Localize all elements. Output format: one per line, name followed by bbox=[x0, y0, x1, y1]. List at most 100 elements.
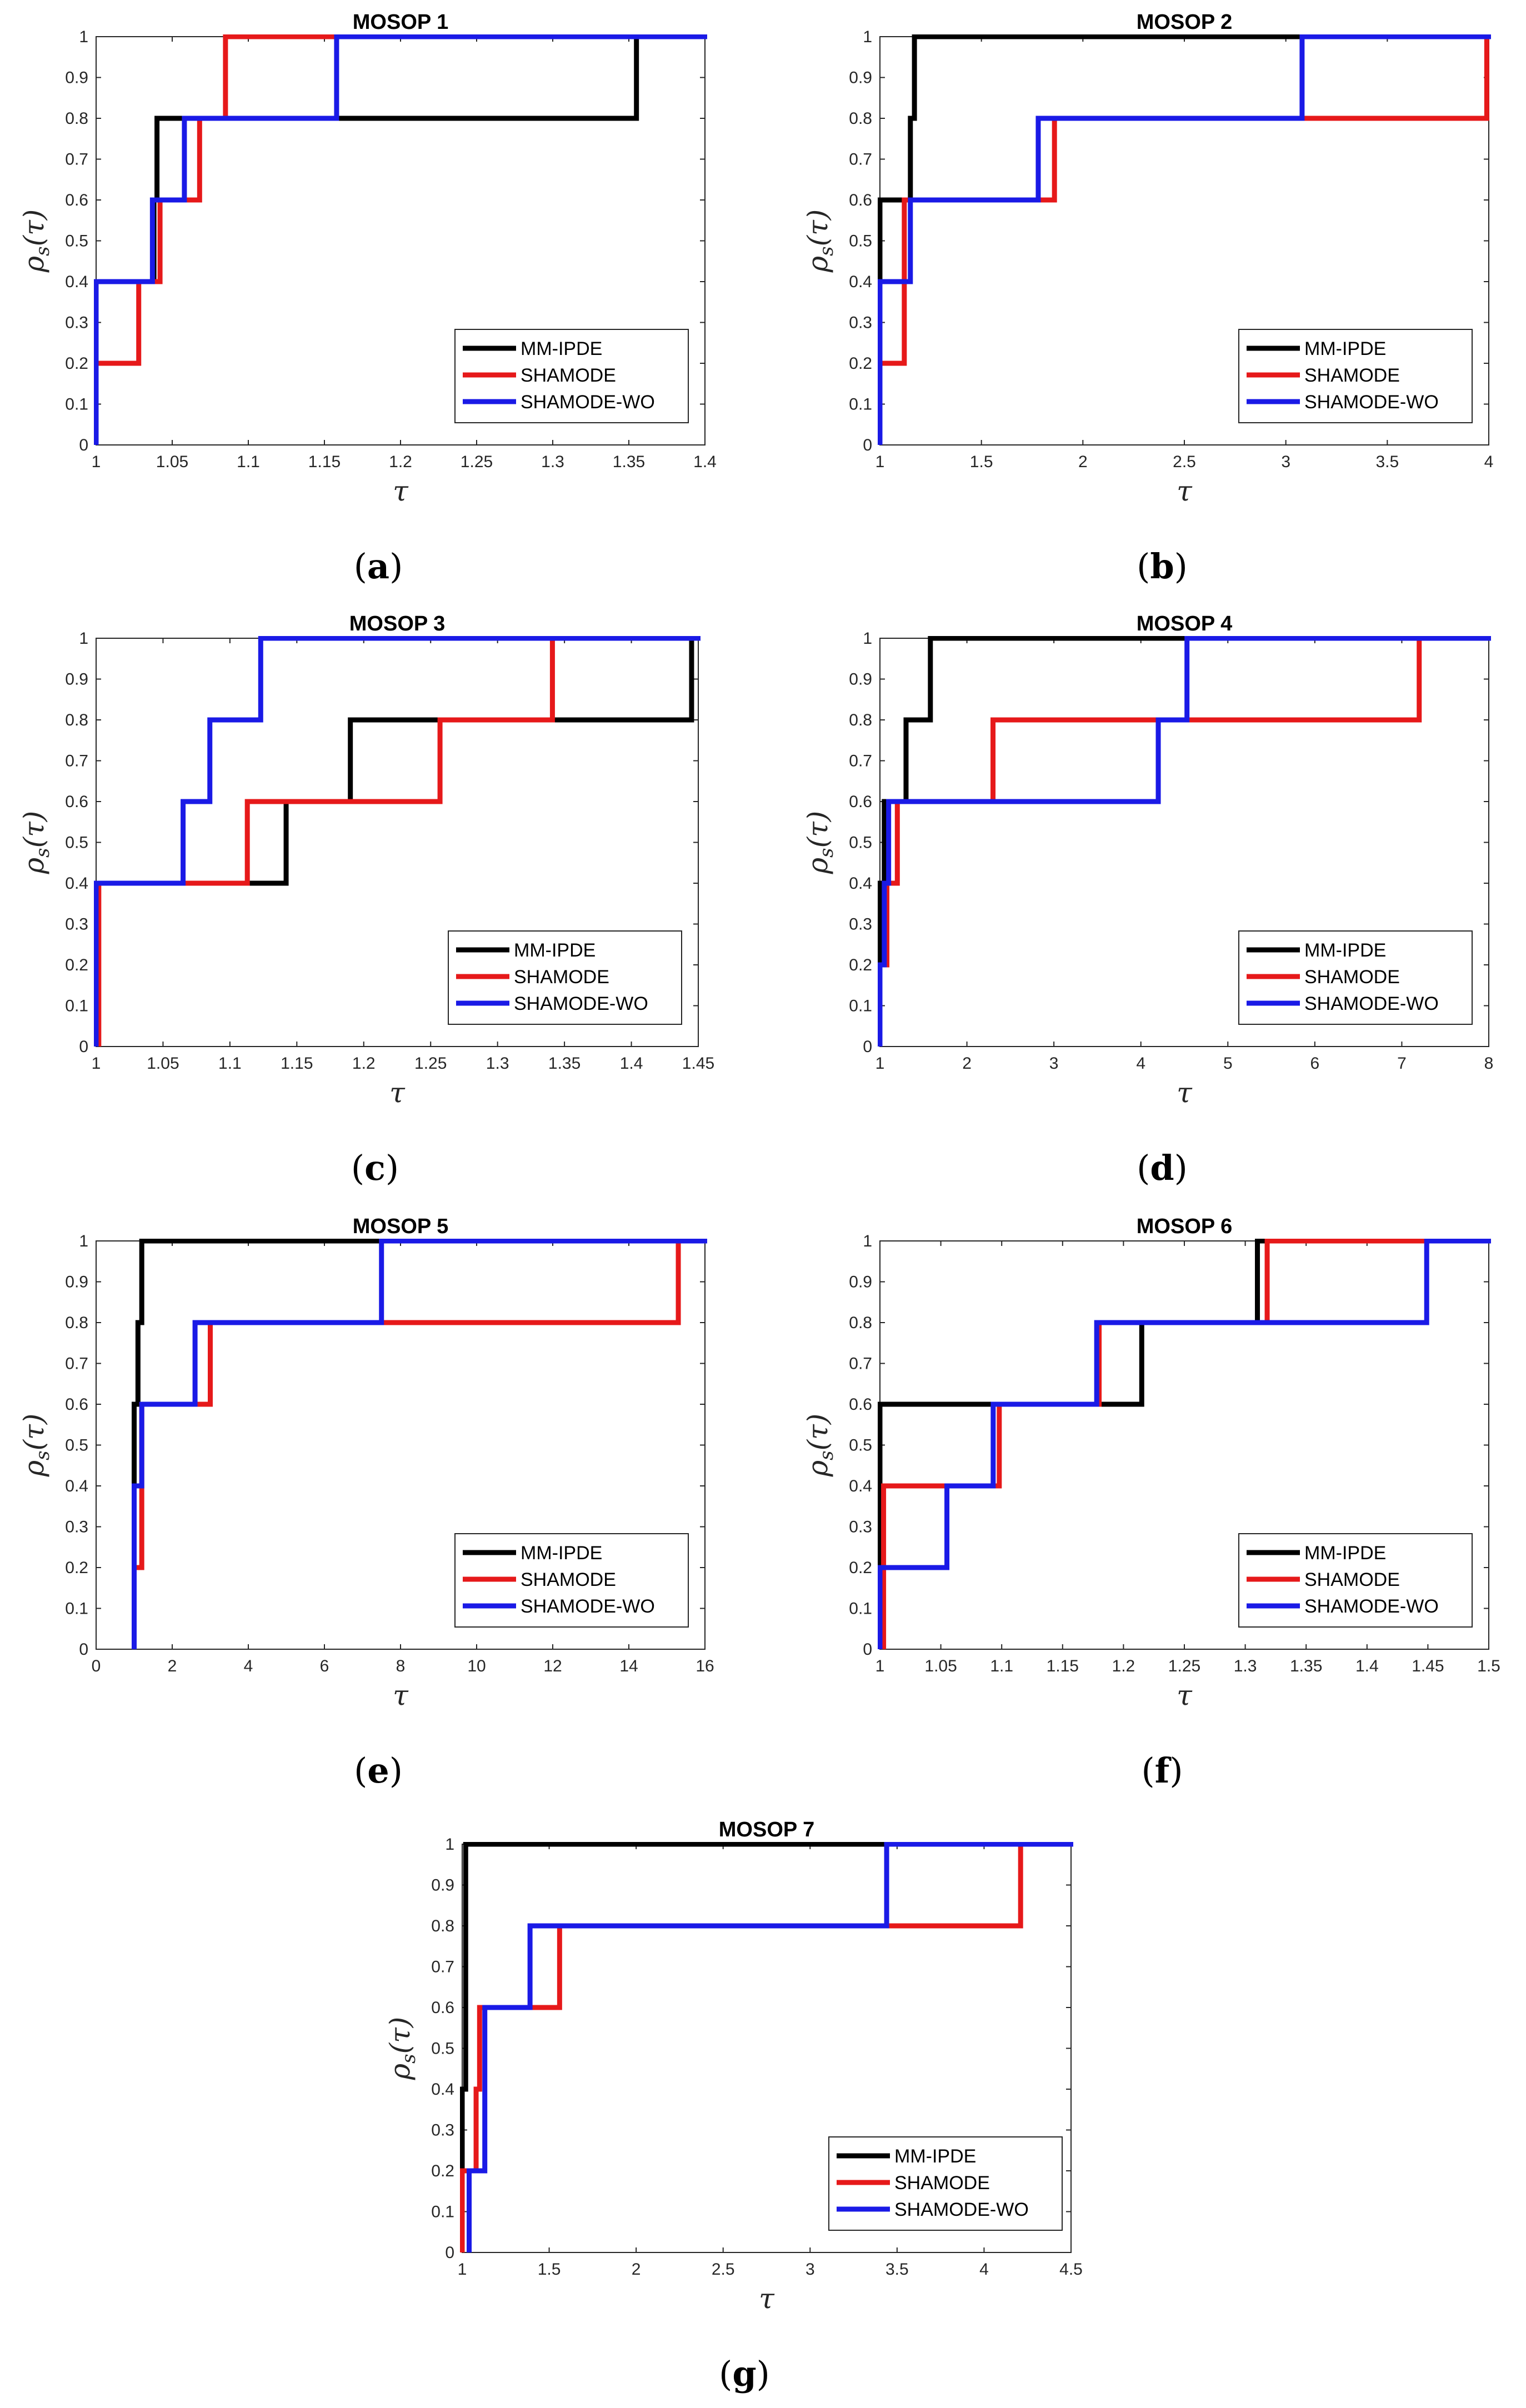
x-tick-label: 1.5 bbox=[1477, 1657, 1500, 1675]
x-tick-label: 1.35 bbox=[548, 1054, 581, 1073]
x-tick-label: 1.05 bbox=[924, 1657, 957, 1675]
x-tick-label: 3 bbox=[805, 2260, 815, 2279]
x-tick-label: 1.2 bbox=[1112, 1657, 1135, 1675]
series-group bbox=[878, 1239, 1491, 1649]
y-tick-label: 0.1 bbox=[65, 396, 88, 414]
chart-title: MOSOP 7 bbox=[719, 1818, 814, 1841]
series-group bbox=[460, 1842, 1073, 2252]
subfigure-letter: c bbox=[364, 1148, 386, 1188]
y-tick-label: 0.5 bbox=[849, 232, 872, 251]
y-label-arg: (τ) bbox=[18, 209, 50, 247]
subfigure-caption: (c) bbox=[351, 1148, 399, 1188]
x-tick-label: 2 bbox=[168, 1657, 177, 1675]
y-label-arg: (τ) bbox=[802, 811, 834, 848]
y-label-rho: ρ bbox=[18, 256, 50, 273]
y-label-arg: (τ) bbox=[18, 1414, 50, 1451]
y-axis-label: ρs(τ) bbox=[18, 209, 54, 273]
y-label-arg: (τ) bbox=[802, 1414, 834, 1451]
y-label-sub: s bbox=[815, 848, 838, 857]
y-label-sub: s bbox=[32, 848, 54, 857]
x-tick-label: 1.1 bbox=[218, 1054, 242, 1073]
x-tick-label: 1.5 bbox=[538, 2260, 561, 2279]
y-tick-label: 0 bbox=[863, 1038, 872, 1056]
y-tick-label: 0.7 bbox=[849, 752, 872, 770]
y-tick-label: 0.6 bbox=[65, 793, 88, 811]
y-tick-label: 0.7 bbox=[849, 151, 872, 169]
subfigure-caption: (f) bbox=[1141, 1750, 1183, 1791]
x-tick-label: 1 bbox=[875, 1054, 885, 1073]
series-line-shamode bbox=[96, 636, 701, 1047]
series-line-mm-ipde bbox=[460, 1842, 1073, 2252]
y-tick-label: 1 bbox=[79, 629, 88, 648]
y-tick-label: 1 bbox=[863, 1232, 872, 1250]
subfigure-caption: (d) bbox=[1137, 1148, 1188, 1188]
y-tick-label: 0.5 bbox=[65, 232, 88, 251]
x-axis-label: τ bbox=[393, 475, 409, 507]
y-tick-label: 0.2 bbox=[849, 956, 872, 974]
y-tick-label: 0.8 bbox=[65, 109, 88, 128]
y-tick-label: 0.9 bbox=[849, 670, 872, 689]
legend-label: MM-IPDE bbox=[514, 940, 596, 961]
y-tick-label: 0.6 bbox=[849, 191, 872, 209]
x-axis-label: τ bbox=[759, 2282, 775, 2315]
y-label-rho: ρ bbox=[384, 2063, 416, 2080]
y-axis-label: ρs(τ) bbox=[18, 811, 54, 875]
y-tick-label: 0.7 bbox=[849, 1355, 872, 1373]
x-tick-label: 1.25 bbox=[461, 453, 493, 471]
y-tick-label: 0.3 bbox=[65, 1518, 88, 1536]
y-tick-label: 0.5 bbox=[65, 1436, 88, 1455]
x-tick-label: 1.3 bbox=[1234, 1657, 1257, 1675]
series-line-shamode-wo bbox=[878, 34, 1491, 445]
x-tick-label: 4.5 bbox=[1059, 2260, 1083, 2279]
y-tick-label: 0.4 bbox=[65, 273, 88, 291]
legend-label: SHAMODE-WO bbox=[514, 993, 648, 1014]
series-line-mm-ipde bbox=[878, 1239, 1491, 1649]
x-tick-label: 0 bbox=[92, 1657, 101, 1675]
x-tick-label: 1.2 bbox=[389, 453, 412, 471]
legend-label: SHAMODE bbox=[1304, 1569, 1400, 1590]
y-tick-label: 1 bbox=[863, 629, 872, 648]
y-tick-label: 0.9 bbox=[431, 1876, 454, 1895]
x-tick-label: 1 bbox=[875, 1657, 885, 1675]
legend-label: SHAMODE-WO bbox=[1304, 1596, 1439, 1617]
x-axis-label: τ bbox=[1177, 1077, 1193, 1109]
x-tick-label: 6 bbox=[320, 1657, 329, 1675]
y-tick-label: 0.5 bbox=[65, 834, 88, 852]
y-tick-label: 0.5 bbox=[849, 834, 872, 852]
y-label-sub: s bbox=[815, 1450, 838, 1460]
panel-d: 1 2 3 4 5 6 7 8 0 0.1 0.2 0.3 0.4 0.5 0.6 0.7 0.8 0.9 1 MOS… bbox=[802, 612, 1493, 1188]
legend-label: SHAMODE bbox=[521, 1569, 616, 1590]
y-tick-label: 0.1 bbox=[65, 1600, 88, 1618]
y-tick-label: 0.1 bbox=[431, 2203, 454, 2221]
x-tick-label: 1.3 bbox=[486, 1054, 509, 1073]
y-label-arg: (τ) bbox=[802, 209, 834, 247]
y-label-sub: s bbox=[815, 246, 838, 256]
y-tick-label: 0.7 bbox=[65, 151, 88, 169]
x-tick-label: 5 bbox=[1223, 1054, 1233, 1073]
y-axis-label: ρs(τ) bbox=[802, 209, 838, 273]
y-tick-label: 0.7 bbox=[65, 752, 88, 770]
legend: MM-IPDE SHAMODE SHAMODE-WO bbox=[1238, 930, 1473, 1025]
y-tick-label: 0.7 bbox=[431, 1958, 454, 1976]
legend: MM-IPDE SHAMODE SHAMODE-WO bbox=[448, 930, 682, 1025]
x-tick-label: 3 bbox=[1281, 453, 1290, 471]
y-label-rho: ρ bbox=[18, 1460, 50, 1477]
x-tick-label: 1.35 bbox=[1290, 1657, 1322, 1675]
y-tick-label: 0.8 bbox=[65, 1314, 88, 1332]
y-tick-label: 1 bbox=[79, 1232, 88, 1250]
series-line-shamode-wo bbox=[878, 636, 1491, 1047]
chart-title: MOSOP 1 bbox=[353, 11, 448, 34]
y-label-sub: s bbox=[32, 1450, 54, 1460]
y-tick-label: 0 bbox=[445, 2244, 454, 2262]
x-tick-label: 7 bbox=[1397, 1054, 1407, 1073]
x-tick-label: 4 bbox=[979, 2260, 989, 2279]
x-tick-label: 10 bbox=[467, 1657, 486, 1675]
legend-label: SHAMODE bbox=[521, 365, 616, 386]
legend: MM-IPDE SHAMODE SHAMODE-WO bbox=[454, 329, 689, 423]
y-tick-label: 0.4 bbox=[65, 1477, 88, 1495]
y-tick-label: 0.5 bbox=[849, 1436, 872, 1455]
y-tick-label: 0.9 bbox=[849, 69, 872, 87]
x-tick-label: 2 bbox=[632, 2260, 641, 2279]
y-tick-label: 0.7 bbox=[65, 1355, 88, 1373]
y-tick-label: 0 bbox=[863, 1640, 872, 1659]
